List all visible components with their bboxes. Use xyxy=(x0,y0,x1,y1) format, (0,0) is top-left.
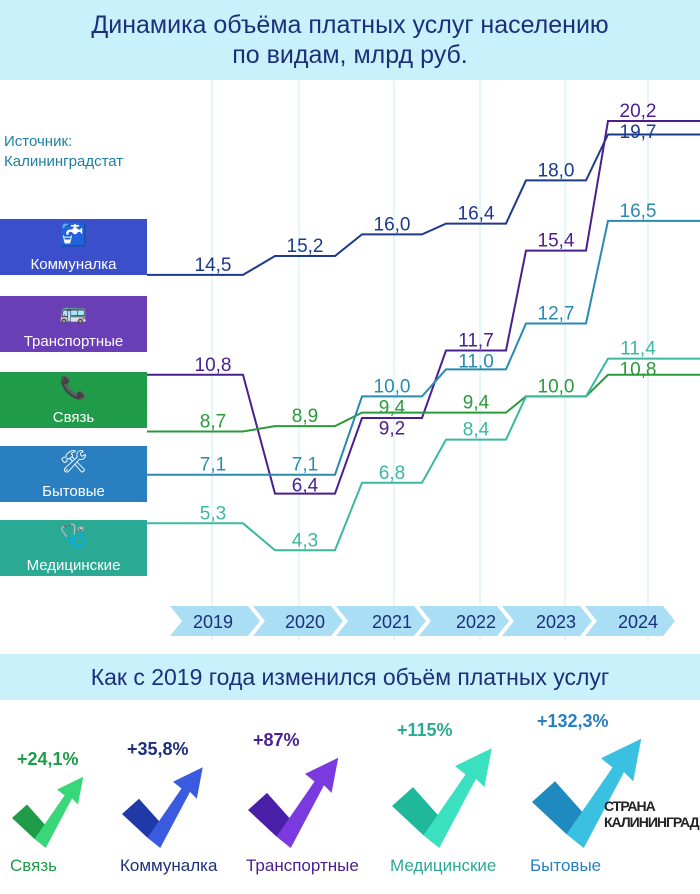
growth-percent: +87% xyxy=(253,729,300,750)
data-label: 7,1 xyxy=(292,455,318,476)
arrow-check-part xyxy=(532,781,584,835)
legend-Коммуналка: 🚰 Коммуналка xyxy=(0,219,147,275)
legend-label: Бытовые xyxy=(42,483,105,500)
phone-icon: 📞 xyxy=(59,375,88,400)
data-label: 15,2 xyxy=(287,236,324,257)
legend-Транспортные: 🚌 Транспортные xyxy=(0,296,147,352)
title-line1: Динамика объёма платных услуг населению xyxy=(91,11,609,39)
arrow-up-part xyxy=(566,738,642,848)
data-label: 9,2 xyxy=(379,418,405,439)
data-label: 10,8 xyxy=(620,360,657,381)
year-chevron xyxy=(170,606,260,636)
data-label: 16,0 xyxy=(374,214,411,235)
data-label: 10,0 xyxy=(538,376,575,397)
data-label: 14,5 xyxy=(195,255,232,276)
data-label: 8,7 xyxy=(200,412,226,433)
x-tick-label: 2024 xyxy=(618,612,658,632)
growth-percent: +35,8% xyxy=(127,739,189,760)
arrow-up-part xyxy=(276,757,339,848)
growth-arrow-icon xyxy=(392,748,492,848)
growth-category: Транспортные xyxy=(246,856,359,875)
x-tick-label: 2023 xyxy=(536,612,576,632)
data-label: 12,7 xyxy=(538,304,575,325)
year-chevron xyxy=(253,606,343,636)
data-label: 9,4 xyxy=(379,397,406,418)
series-line-Медицинские xyxy=(147,357,700,552)
growth-category: Связь xyxy=(10,856,57,875)
arrow-check-part xyxy=(248,792,291,837)
bus-icon: 🚌 xyxy=(59,299,88,324)
arrow-up-part xyxy=(34,776,84,848)
legend-label: Медицинские xyxy=(26,557,121,574)
growth-percent: +24,1% xyxy=(17,748,79,769)
arrow-up-part xyxy=(147,767,203,848)
tools-icon: 🛠 xyxy=(59,449,88,474)
x-tick-label: 2021 xyxy=(372,612,412,632)
data-label: 4,3 xyxy=(292,530,318,551)
chart-title: Динамика объёма платных услуг населению п… xyxy=(0,0,700,80)
growth-percent: +115% xyxy=(397,720,453,741)
year-chevron xyxy=(419,606,509,636)
legend-Бытовые: 🛠 Бытовые xyxy=(0,446,147,502)
x-tick-label: 2019 xyxy=(193,612,233,632)
legend-Связь: 📞 Связь xyxy=(0,372,147,428)
series-line-Связь xyxy=(147,373,700,433)
source-label: Источник: xyxy=(4,133,73,150)
series-line-Бытовые xyxy=(147,219,700,476)
legend-label: Транспортные xyxy=(23,333,124,350)
arrow-up-part xyxy=(423,748,492,848)
data-label: 8,4 xyxy=(463,420,490,441)
data-label: 15,4 xyxy=(538,231,575,252)
legend-label: Коммуналка xyxy=(30,256,117,273)
data-label: 10,0 xyxy=(374,376,411,397)
growth-percent: +132,3% xyxy=(537,710,609,731)
arrow-check-part xyxy=(12,804,46,839)
year-chevron xyxy=(502,606,592,636)
growth-arrow-icon xyxy=(532,738,642,848)
data-label: 19,7 xyxy=(620,122,657,143)
year-chevron xyxy=(336,606,426,636)
data-label: 7,1 xyxy=(200,455,226,476)
growth-arrow-icon xyxy=(122,767,203,848)
year-chevron xyxy=(585,606,675,636)
x-tick-label: 2022 xyxy=(456,612,496,632)
water-tap-icon: 🚰 xyxy=(59,222,88,247)
x-tick-label: 2020 xyxy=(285,612,325,632)
data-label: 16,4 xyxy=(458,204,495,225)
data-label: 11,4 xyxy=(620,339,656,360)
chart-canvas: 2019 2020 2021 2022 2023 2024 14,5 10,8 8,7 7,1 5,… xyxy=(147,80,700,640)
medkit-icon: 🩺 xyxy=(59,523,88,548)
growth-category: Коммуналка xyxy=(120,856,218,875)
data-label: 18,0 xyxy=(538,160,575,181)
legend-Медицинские: 🩺 Медицинские xyxy=(0,520,147,576)
arrow-check-part xyxy=(122,798,161,838)
data-label: 6,8 xyxy=(379,463,405,484)
growth-arrow-icon xyxy=(12,776,84,848)
data-label: 11,0 xyxy=(458,352,494,373)
growth-category: Медицинские xyxy=(390,856,497,875)
data-label: 10,8 xyxy=(195,355,232,376)
growth-title: Как с 2019 года изменился объём платных … xyxy=(0,654,700,700)
data-label: 9,4 xyxy=(463,393,490,414)
arrow-check-part xyxy=(392,787,440,836)
growth-category: Бытовые xyxy=(530,856,602,875)
data-label: 6,4 xyxy=(292,476,319,497)
data-label: 5,3 xyxy=(200,503,226,524)
data-label: 16,5 xyxy=(620,201,657,222)
legend-label: Связь xyxy=(52,409,95,426)
title-line2: по видам, млрд руб. xyxy=(232,41,468,69)
data-label: 8,9 xyxy=(292,406,318,427)
source: Источник: Калининградстат xyxy=(4,132,123,172)
watermark-logo: СТРАНА КАЛИНИНГРАД xyxy=(604,798,700,830)
growth-arrow-icon xyxy=(248,757,339,848)
source-name: Калининградстат xyxy=(4,153,124,170)
data-label: 11,7 xyxy=(458,331,494,352)
data-label: 20,2 xyxy=(620,101,657,122)
